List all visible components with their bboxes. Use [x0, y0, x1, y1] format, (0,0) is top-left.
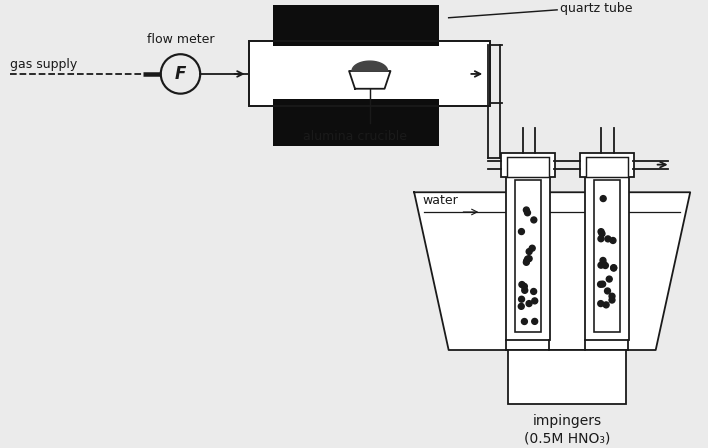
Circle shape	[524, 258, 530, 264]
Bar	[508, 350, 626, 404]
Circle shape	[605, 288, 610, 294]
Circle shape	[518, 228, 525, 234]
Circle shape	[531, 217, 537, 223]
Text: flow meter: flow meter	[147, 33, 215, 46]
Polygon shape	[352, 61, 387, 71]
Circle shape	[526, 256, 532, 262]
Circle shape	[600, 258, 606, 263]
Circle shape	[599, 231, 605, 237]
Text: gas supply: gas supply	[10, 58, 77, 71]
Circle shape	[610, 237, 616, 243]
Circle shape	[603, 302, 609, 308]
Text: water: water	[423, 194, 459, 207]
Bar	[515, 181, 542, 332]
Text: impingers: impingers	[532, 414, 602, 428]
Circle shape	[523, 259, 530, 265]
Circle shape	[598, 281, 603, 287]
Circle shape	[518, 296, 525, 302]
Polygon shape	[414, 192, 690, 350]
Bar	[593, 181, 620, 332]
Text: alumina crucible: alumina crucible	[303, 130, 407, 143]
Circle shape	[521, 284, 527, 289]
Circle shape	[598, 236, 604, 242]
Bar	[273, 99, 439, 146]
Circle shape	[598, 301, 604, 306]
Circle shape	[605, 236, 611, 242]
Text: quartz tube: quartz tube	[560, 2, 632, 15]
Circle shape	[525, 210, 530, 216]
Bar	[501, 153, 555, 177]
Circle shape	[600, 281, 605, 287]
Bar	[249, 41, 490, 107]
Circle shape	[532, 319, 537, 324]
Circle shape	[600, 196, 606, 202]
Bar	[273, 5, 439, 46]
Circle shape	[609, 293, 615, 299]
Circle shape	[523, 207, 530, 213]
Bar	[580, 153, 634, 177]
Circle shape	[518, 303, 524, 309]
Bar	[507, 157, 549, 177]
Circle shape	[603, 263, 608, 268]
Bar	[585, 172, 629, 340]
Text: F: F	[175, 65, 186, 83]
Circle shape	[609, 297, 615, 303]
Circle shape	[531, 289, 537, 294]
Circle shape	[530, 245, 535, 251]
Circle shape	[606, 276, 612, 282]
Text: (0.5M HNO₃): (0.5M HNO₃)	[524, 432, 610, 446]
Circle shape	[611, 265, 617, 271]
Circle shape	[598, 228, 604, 235]
Circle shape	[526, 301, 532, 306]
Bar	[586, 157, 628, 177]
Circle shape	[611, 265, 617, 271]
Circle shape	[600, 261, 607, 267]
Circle shape	[519, 282, 525, 288]
Circle shape	[525, 256, 530, 262]
Circle shape	[526, 249, 532, 254]
Circle shape	[532, 298, 537, 304]
Circle shape	[522, 287, 527, 293]
Circle shape	[522, 319, 527, 324]
Bar	[506, 172, 550, 340]
Circle shape	[598, 262, 604, 268]
Bar	[249, 41, 490, 107]
